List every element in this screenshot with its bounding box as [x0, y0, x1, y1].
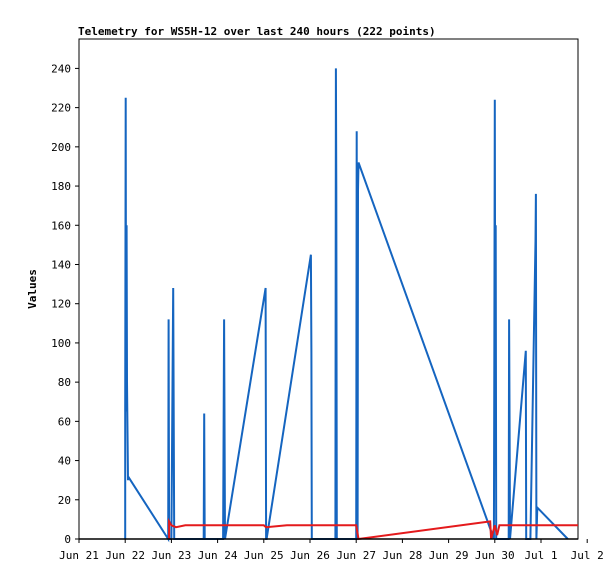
y-tick-label: 140 [51, 258, 71, 271]
x-tick-label: Jun 23 [152, 549, 192, 562]
x-axis: Jun 21 Jun 22 Jun 23 Jun 24 Jun 25 Jun 26 Jun … [59, 539, 604, 562]
y-tick-label: 80 [58, 376, 71, 389]
y-tick-label: 160 [51, 219, 71, 232]
y-tick-label: 20 [58, 494, 71, 507]
y-tick-label: 220 [51, 102, 71, 115]
series-line-0 [124, 68, 569, 543]
plot-area-border [78, 38, 579, 540]
y-tick-label: 100 [51, 337, 71, 350]
y-tick-label: 40 [58, 455, 71, 468]
x-tick-label: Jun 21 [59, 549, 99, 562]
y-axis: 0 20 40 60 80 100 120 140 160 180 200 220 240 [51, 62, 79, 546]
x-tick-label: Jun 30 [475, 549, 515, 562]
x-tick-label: Jun 25 [244, 549, 284, 562]
x-tick-label: Jun 22 [105, 549, 145, 562]
y-tick-label: 180 [51, 180, 71, 193]
x-tick-label: Jun 26 [290, 549, 330, 562]
x-tick-label: Jun 29 [429, 549, 469, 562]
y-tick-label: 200 [51, 141, 71, 154]
chart-title: Telemetry for WS5H-12 over last 240 hour… [78, 25, 436, 38]
y-tick-label: 240 [51, 62, 71, 75]
x-tick-label: Jun 28 [383, 549, 423, 562]
series-layer [79, 68, 578, 543]
y-axis-title: Values [26, 269, 39, 309]
y-tick-label: 60 [58, 415, 71, 428]
x-tick-label: Jun 27 [336, 549, 376, 562]
x-tick-label: Jun 24 [198, 549, 238, 562]
series-line-1 [168, 517, 578, 541]
y-tick-label: 0 [64, 533, 71, 546]
y-tick-label: 120 [51, 298, 71, 311]
x-tick-label: Jul 2 [571, 549, 604, 562]
x-tick-label: Jul 1 [524, 549, 557, 562]
